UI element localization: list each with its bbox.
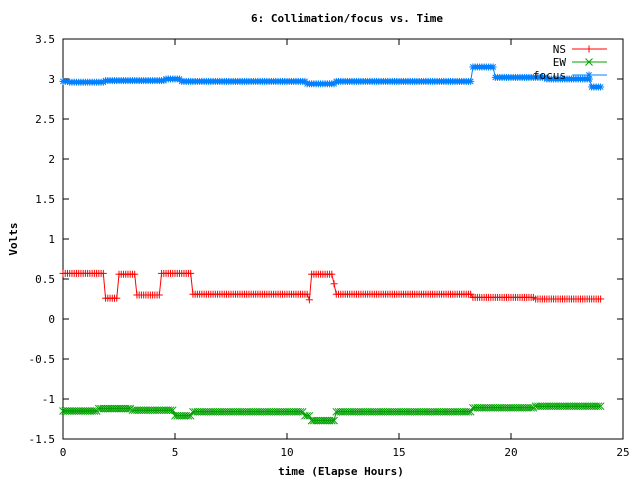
- data-point: [303, 290, 311, 298]
- data-point: [305, 296, 313, 304]
- data-point: [527, 403, 536, 412]
- y-tick-label: 2.5: [35, 113, 55, 126]
- y-tick-label: -1: [42, 393, 55, 406]
- y-tick-label: 2: [48, 153, 55, 166]
- x-tick-label: 20: [504, 446, 517, 459]
- legend-marker-ew: [585, 58, 593, 66]
- legend-label-ew: EW: [553, 56, 567, 69]
- legend-label-focus: focus: [533, 69, 566, 82]
- data-point: [90, 407, 99, 415]
- y-axis-label: Volts: [7, 222, 20, 255]
- x-tick-label: 10: [280, 446, 293, 459]
- y-tick-label: 3: [48, 73, 55, 86]
- data-point: [168, 406, 177, 415]
- y-tick-label: 1: [48, 233, 55, 246]
- data-point: [99, 269, 107, 277]
- series-ew: [59, 402, 605, 425]
- series-focus: [59, 63, 605, 91]
- y-tick-label: 1.5: [35, 193, 55, 206]
- data-point: [597, 295, 605, 303]
- data-point: [155, 291, 163, 299]
- data-point: [131, 270, 139, 278]
- data-point: [330, 416, 338, 425]
- x-tick-label: 0: [60, 446, 67, 459]
- data-point: [328, 270, 336, 278]
- data-point: [113, 294, 121, 302]
- data-point: [187, 269, 195, 277]
- legend-marker-focus: [585, 71, 593, 79]
- data-point: [594, 402, 603, 411]
- y-tick-label: 0.5: [35, 273, 55, 286]
- x-axis: 0 5 10 15 20 25: [60, 39, 630, 459]
- data-point: [596, 402, 605, 411]
- data-point: [467, 77, 475, 85]
- data-point: [489, 63, 497, 71]
- plot-frame: [62, 38, 624, 440]
- x-tick-label: 25: [616, 446, 629, 459]
- y-tick-label: -1.5: [29, 433, 56, 446]
- x-tick-label: 5: [172, 446, 179, 459]
- series-layer: [59, 63, 605, 425]
- series-ns: [59, 269, 605, 304]
- data-point: [330, 280, 338, 288]
- x-axis-label: time (Elapse Hours): [278, 465, 404, 478]
- legend-marker-ns: [585, 45, 593, 53]
- data-point: [166, 406, 175, 415]
- y-tick-label: 0: [48, 313, 55, 326]
- chart-title: 6: Collimation/focus vs. Time: [251, 12, 443, 25]
- data-point: [124, 404, 132, 413]
- data-point: [327, 416, 336, 425]
- legend-label-ns: NS: [553, 43, 566, 56]
- x-tick-label: 15: [392, 446, 405, 459]
- y-tick-label: -0.5: [29, 353, 56, 366]
- y-tick-label: 3.5: [35, 33, 55, 46]
- y-axis: -1.5 -1 -0.5 0 0.5 1 1.5 2 2.5 3 3.5: [29, 33, 623, 446]
- data-point: [597, 83, 605, 91]
